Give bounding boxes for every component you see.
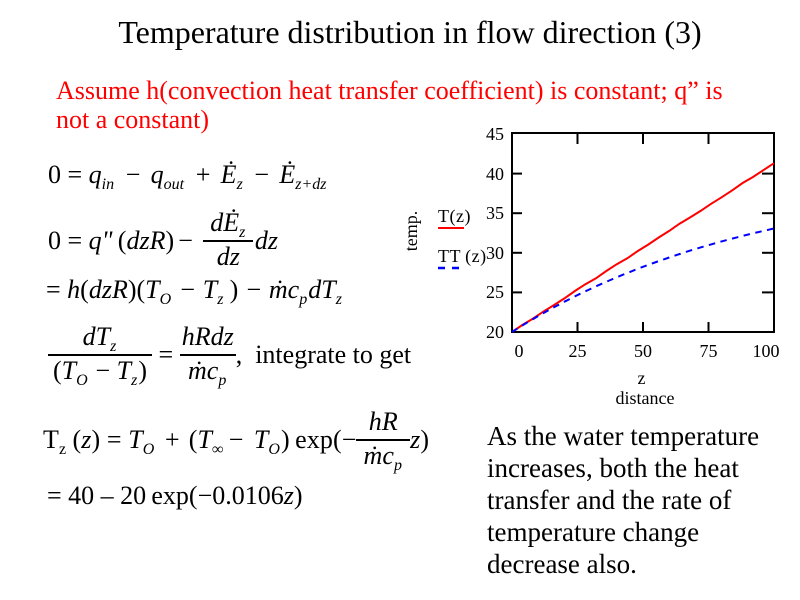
svg-text:100: 100: [753, 341, 780, 361]
svg-text:25: 25: [486, 282, 504, 302]
svg-text:30: 30: [486, 243, 504, 263]
svg-text:z: z: [638, 368, 646, 388]
svg-text:75: 75: [700, 341, 718, 361]
svg-text:45: 45: [486, 124, 504, 144]
svg-text:distance: distance: [616, 388, 675, 408]
svg-text:35: 35: [486, 203, 504, 223]
svg-text:0: 0: [515, 341, 524, 361]
svg-text:25: 25: [569, 341, 587, 361]
svg-text:TT (z): TT (z): [438, 246, 487, 267]
svg-text:50: 50: [634, 341, 652, 361]
svg-text:temp.: temp.: [401, 211, 421, 252]
svg-text:20: 20: [486, 322, 504, 342]
svg-text:40: 40: [486, 164, 504, 184]
svg-text:T(z): T(z): [438, 206, 471, 227]
